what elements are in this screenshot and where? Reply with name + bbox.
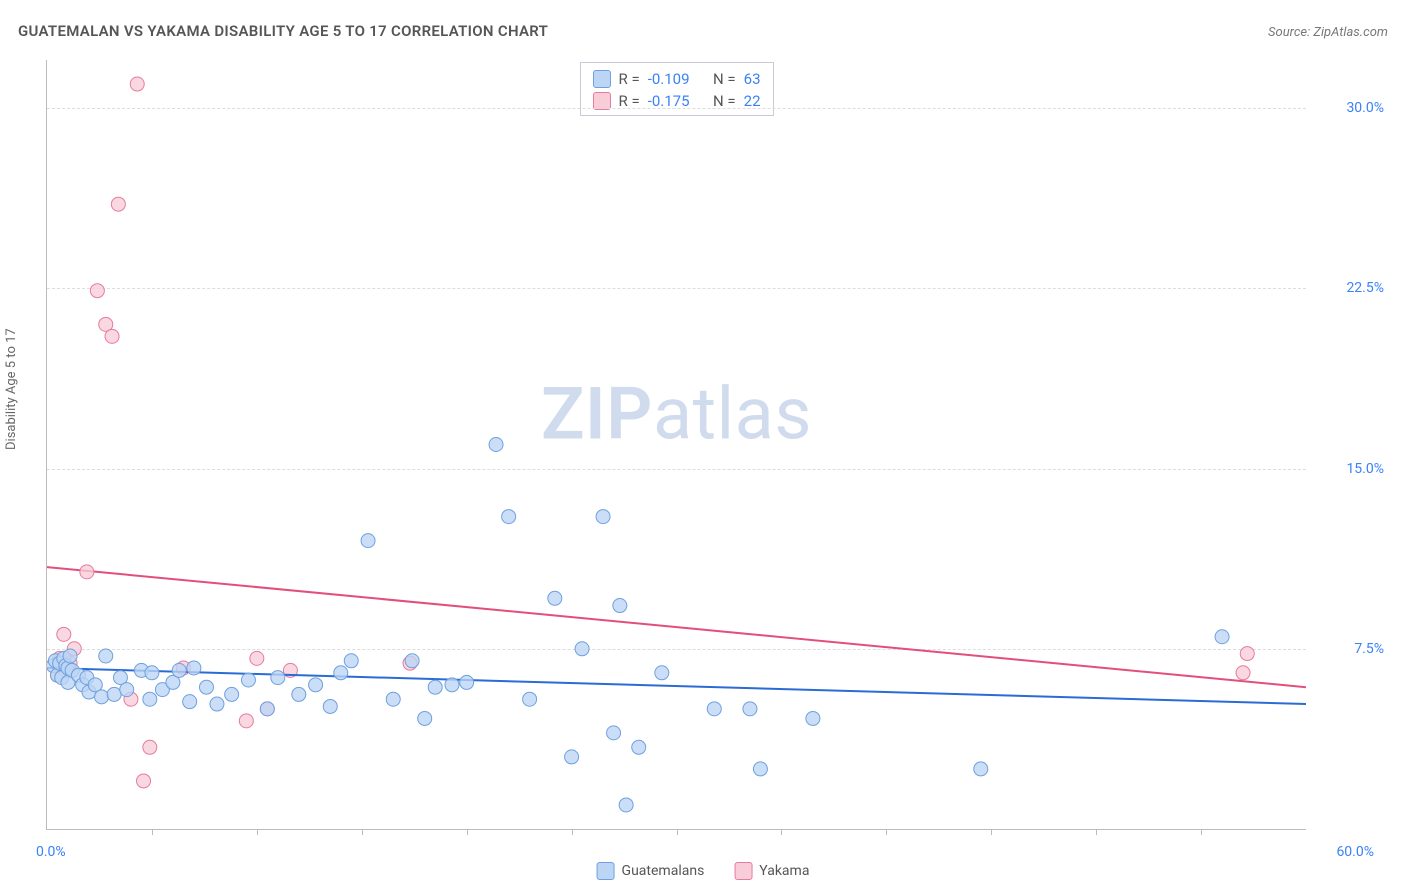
point-yakama [137, 774, 151, 788]
point-guatemalans [596, 510, 610, 524]
point-guatemalans [187, 661, 201, 675]
point-guatemalans [386, 692, 400, 706]
bottom-legend: Guatemalans Yakama [597, 862, 810, 880]
point-guatemalans [502, 510, 516, 524]
point-guatemalans [323, 699, 337, 713]
point-guatemalans [210, 697, 224, 711]
point-yakama [239, 714, 253, 728]
ytick-label: 22.5% [1346, 280, 1384, 296]
xtick [1096, 829, 1097, 835]
point-guatemalans [548, 591, 562, 605]
point-guatemalans [743, 702, 757, 716]
xtick [1201, 829, 1202, 835]
xtick [781, 829, 782, 835]
point-guatemalans [225, 687, 239, 701]
legend-item-yakama: Yakama [734, 862, 809, 880]
point-guatemalans [241, 673, 255, 687]
xtick [257, 829, 258, 835]
source-credit: Source: ZipAtlas.com [1268, 25, 1388, 40]
point-guatemalans [292, 687, 306, 701]
point-guatemalans [707, 702, 721, 716]
point-guatemalans [344, 654, 358, 668]
legend-item-guatemalans: Guatemalans [597, 862, 705, 880]
plot-svg [47, 60, 1306, 829]
ytick-label: 15.0% [1346, 461, 1384, 477]
point-guatemalans [753, 762, 767, 776]
point-guatemalans [309, 678, 323, 692]
point-guatemalans [418, 711, 432, 725]
point-guatemalans [334, 666, 348, 680]
point-guatemalans [523, 692, 537, 706]
ytick-label: 30.0% [1346, 100, 1384, 116]
swatch-guatemalans-icon [597, 862, 615, 880]
point-guatemalans [405, 654, 419, 668]
point-yakama [57, 627, 71, 641]
point-yakama [80, 565, 94, 579]
point-guatemalans [607, 726, 621, 740]
point-guatemalans [361, 534, 375, 548]
point-yakama [90, 284, 104, 298]
point-yakama [130, 77, 144, 91]
point-guatemalans [974, 762, 988, 776]
trend-line-yakama [47, 567, 1306, 687]
point-guatemalans [632, 740, 646, 754]
point-guatemalans [95, 690, 109, 704]
point-guatemalans [460, 675, 474, 689]
xtick [886, 829, 887, 835]
legend-label-guatemalans: Guatemalans [622, 863, 705, 879]
point-yakama [105, 329, 119, 343]
point-guatemalans [143, 692, 157, 706]
point-guatemalans [271, 671, 285, 685]
x-max-label: 60.0% [1336, 844, 1374, 860]
point-guatemalans [63, 649, 77, 663]
y-axis-label: Disability Age 5 to 17 [4, 328, 19, 450]
xtick [362, 829, 363, 835]
point-guatemalans [145, 666, 159, 680]
point-guatemalans [172, 663, 186, 677]
point-guatemalans [107, 687, 121, 701]
chart-title: GUATEMALAN VS YAKAMA DISABILITY AGE 5 TO… [18, 22, 548, 40]
scatter-plot: ZIPatlas R = -0.109 N = 63 R = -0.175 N … [46, 60, 1306, 830]
point-guatemalans [99, 649, 113, 663]
xtick [991, 829, 992, 835]
legend-label-yakama: Yakama [759, 863, 809, 879]
point-yakama [111, 197, 125, 211]
point-yakama [250, 651, 264, 665]
point-yakama [1240, 647, 1254, 661]
ytick-label: 7.5% [1354, 641, 1384, 657]
point-yakama [1236, 666, 1250, 680]
xtick [152, 829, 153, 835]
point-guatemalans [619, 798, 633, 812]
x-origin-label: 0.0% [36, 844, 66, 860]
point-guatemalans [806, 711, 820, 725]
point-guatemalans [565, 750, 579, 764]
point-guatemalans [260, 702, 274, 716]
point-guatemalans [1215, 630, 1229, 644]
point-guatemalans [613, 599, 627, 613]
xtick [572, 829, 573, 835]
point-guatemalans [428, 680, 442, 694]
point-guatemalans [120, 683, 134, 697]
xtick [467, 829, 468, 835]
point-guatemalans [445, 678, 459, 692]
swatch-yakama-icon [734, 862, 752, 880]
xtick [677, 829, 678, 835]
point-guatemalans [575, 642, 589, 656]
point-yakama [143, 740, 157, 754]
point-guatemalans [183, 695, 197, 709]
point-guatemalans [199, 680, 213, 694]
point-guatemalans [655, 666, 669, 680]
point-guatemalans [489, 438, 503, 452]
